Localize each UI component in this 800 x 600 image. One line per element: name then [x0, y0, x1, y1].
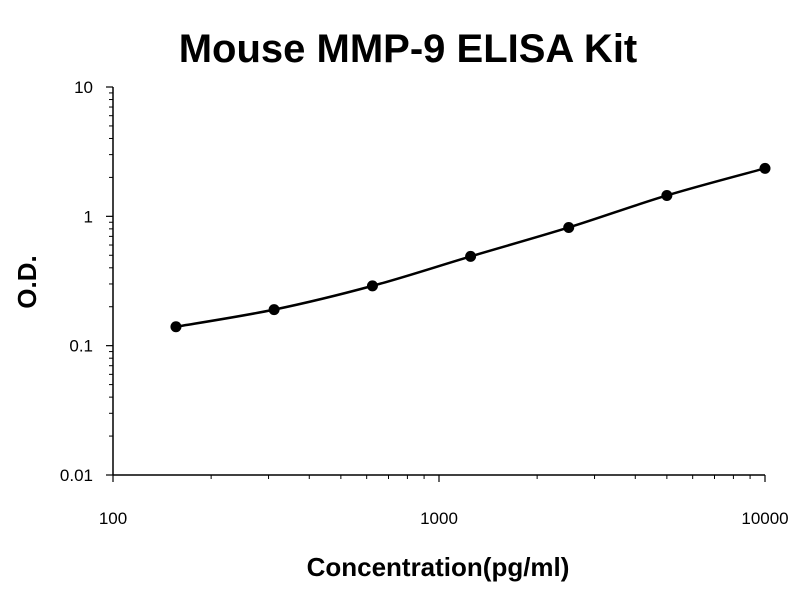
- data-point: [465, 250, 477, 262]
- data-point: [268, 304, 280, 316]
- data-point: [170, 321, 182, 333]
- x-axis-label: Concentration(pg/ml): [307, 552, 570, 582]
- standard-curve-line: [175, 167, 766, 328]
- x-tick-label: 10000: [741, 509, 788, 528]
- chart-title: Mouse MMP-9 ELISA Kit: [179, 27, 638, 71]
- y-axis-label: O.D.: [12, 255, 42, 308]
- plot-area: [170, 162, 771, 333]
- y-tick-label: 0.1: [69, 337, 93, 356]
- y-tick-label: 0.01: [60, 466, 93, 485]
- data-point: [563, 221, 575, 233]
- y-tick-label: 1: [84, 207, 93, 226]
- data-point: [661, 189, 673, 201]
- data-point: [366, 280, 378, 292]
- data-point: [759, 162, 771, 174]
- axes: 0.01 0.1 1 10 100 1000 10000: [60, 78, 789, 528]
- x-tick-label: 1000: [420, 509, 458, 528]
- x-tick-label: 100: [99, 509, 127, 528]
- y-tick-label: 10: [74, 78, 93, 97]
